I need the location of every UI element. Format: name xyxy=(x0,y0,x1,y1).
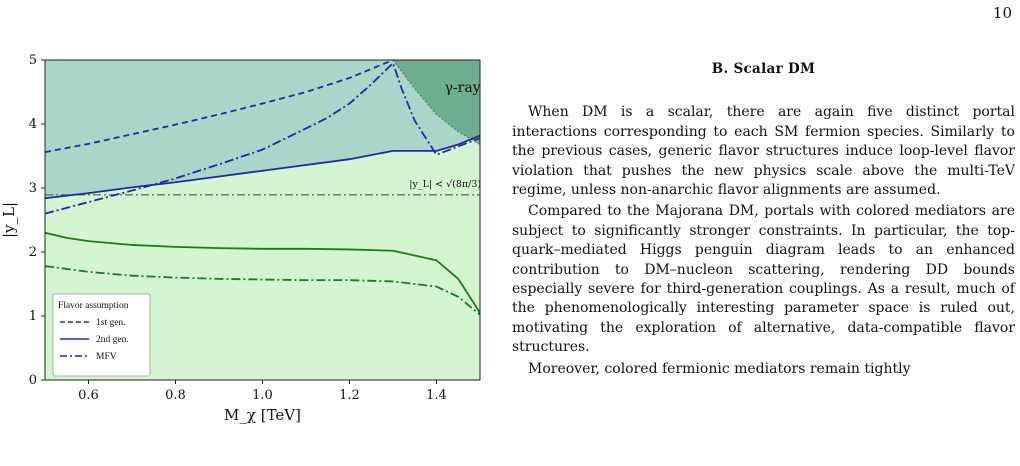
chart-svg: 0.6 0.8 1.0 1.2 1.4 0 1 2 3 4 5 M_χ [TeV] |y_L| γ-ra… xyxy=(0,53,481,424)
paragraph-3: Moreover, colored fermionic mediators re… xyxy=(528,360,911,377)
y-tick-label-2: 2 xyxy=(29,245,37,260)
legend-title: Flavor assumption xyxy=(58,301,129,311)
perturbativity-label: |y_L| < √(8π/3) xyxy=(409,179,481,190)
x-tick-label-2: 1.0 xyxy=(252,388,273,403)
y-tick-label-4: 4 xyxy=(29,117,37,132)
x-tick-label-1: 0.8 xyxy=(165,388,186,403)
figure-coupling-vs-mass: 0.6 0.8 1.0 1.2 1.4 0 1 2 3 4 5 M_χ [TeV] |y_L| γ-ra… xyxy=(0,40,500,466)
legend-entry-2nd-gen: 2nd gen. xyxy=(96,335,129,345)
legend: Flavor assumption 1st gen. 2nd gen. MFV xyxy=(52,293,151,377)
x-axis-label: M_χ [TeV] xyxy=(224,406,301,424)
x-tick-label-4: 1.4 xyxy=(426,388,447,403)
x-tick-label-0: 0.6 xyxy=(78,388,99,403)
y-axis-label: |y_L| xyxy=(0,202,18,238)
gamma-ray-boundary-line xyxy=(392,60,480,145)
series-line-4 xyxy=(45,265,480,316)
y-tick-label-3: 3 xyxy=(29,181,37,196)
series-line-3 xyxy=(45,231,480,314)
section-heading: B. Scalar DM xyxy=(711,61,816,77)
paragraph-1: When DM is a scalar, there are again fiv… xyxy=(512,104,1015,199)
y-tick-label-5: 5 xyxy=(29,53,37,68)
excluded-region xyxy=(45,60,480,199)
page-number: 10 xyxy=(992,4,1012,22)
y-tick-label-1: 1 xyxy=(29,309,37,324)
legend-entry-1st-gen: 1st gen. xyxy=(96,318,126,328)
y-tick-label-0: 0 xyxy=(29,373,37,388)
series-line-1 xyxy=(45,134,480,200)
gamma-ray-label: γ-ray xyxy=(445,80,481,96)
text-column: B. Scalar DM When DM is a scalar, there … xyxy=(512,56,1015,379)
x-tick-label-3: 1.2 xyxy=(339,388,360,403)
legend-entry-mfv: MFV xyxy=(96,352,117,362)
series-line-2 xyxy=(45,62,480,215)
gamma-ray-region xyxy=(393,60,480,145)
paragraph-2: Compared to the Majorana DM, portals wit… xyxy=(512,203,1015,356)
